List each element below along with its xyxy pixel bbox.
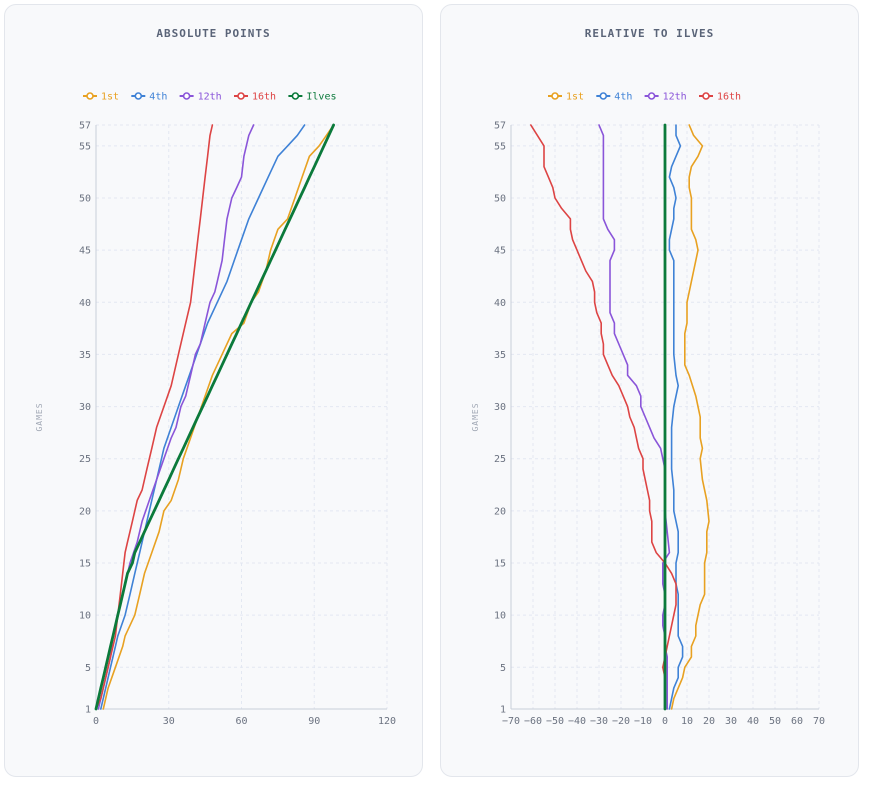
legend-item-16th[interactable]: 16th <box>234 92 276 103</box>
legend-swatch-marker <box>291 92 300 100</box>
x-tick-label: 70 <box>813 716 825 727</box>
y-tick-label: 10 <box>79 611 91 622</box>
grid <box>95 124 388 710</box>
x-tick-label: −50 <box>546 716 564 727</box>
legend-label: Ilves <box>306 92 336 103</box>
legend-item-1st[interactable]: 1st <box>83 92 119 103</box>
series-line-4th <box>668 124 684 710</box>
x-tick-label: 90 <box>308 716 320 727</box>
series-line-1st <box>102 124 335 710</box>
x-tick-label: −70 <box>502 716 520 727</box>
y-tick-label: 40 <box>79 298 91 309</box>
x-tick-label: 40 <box>747 716 759 727</box>
y-tick-label: 30 <box>79 402 91 413</box>
x-tick-label: 30 <box>725 716 737 727</box>
legend-label: 1st <box>101 92 119 103</box>
series-line-16th <box>95 124 214 710</box>
legend-item-ilves[interactable]: Ilves <box>288 92 337 103</box>
y-tick-label: 57 <box>494 121 506 132</box>
legend-label: 4th <box>614 92 632 103</box>
relative-to-ilves-panel: RELATIVE TO ILVES −70 −60 −50 −40 −30 −20 −10 0… <box>440 4 859 777</box>
y-tick-label: 25 <box>494 454 506 465</box>
x-tick-label: 0 <box>662 716 668 727</box>
y-tick-label: 20 <box>79 506 91 517</box>
y-tick-label: 45 <box>79 246 91 257</box>
x-tick-label: 60 <box>791 716 803 727</box>
y-tick-label: 10 <box>494 611 506 622</box>
series-line-4th <box>100 124 306 710</box>
legend-label: 16th <box>252 92 276 103</box>
y-tick-label: 55 <box>494 141 506 152</box>
relative-to-ilves-chart: −70 −60 −50 −40 −30 −20 −10 0 10 20 30 40 50 60 701510… <box>471 92 825 728</box>
series-line-12th <box>97 124 255 710</box>
x-tick-label: 50 <box>769 716 781 727</box>
chart-title: RELATIVE TO ILVES <box>584 27 715 40</box>
series-line-1st <box>670 124 710 710</box>
x-tick-label: −40 <box>568 716 586 727</box>
x-tick-label: 120 <box>378 716 396 727</box>
x-tick-label: 10 <box>681 716 693 727</box>
y-tick-label: 5 <box>85 663 91 674</box>
x-tick-label: −10 <box>634 716 652 727</box>
absolute-points-chart: 0 30 60 90 120151015202530354045505557GAMES1… <box>35 92 396 728</box>
y-tick-label: 30 <box>494 402 506 413</box>
chart-title: ABSOLUTE POINTS <box>156 27 271 40</box>
x-tick-label: −60 <box>524 716 542 727</box>
legend-swatch-marker <box>237 92 245 100</box>
absolute-points-panel: ABSOLUTE POINTS 0 30 60 90 120 1 5 10 15 20 25 30 35… <box>4 4 423 777</box>
y-tick-label: 45 <box>494 246 506 257</box>
y-axis-label: GAMES <box>471 402 480 431</box>
legend-swatch-marker <box>647 92 656 100</box>
series-line-12th <box>598 124 671 710</box>
legend-item-12th[interactable]: 12th <box>644 92 687 103</box>
legend-swatch-marker <box>182 92 191 100</box>
y-tick-label: 35 <box>79 350 91 361</box>
legend-swatch-marker <box>86 92 94 100</box>
y-tick-label: 25 <box>79 454 91 465</box>
x-tick-label: 30 <box>163 716 175 727</box>
legend-swatch-marker <box>599 92 608 100</box>
y-tick-label: 15 <box>494 559 506 570</box>
x-tick-label: 60 <box>235 716 247 727</box>
legend-item-16th[interactable]: 16th <box>699 92 741 103</box>
legend-swatch-marker <box>551 92 559 100</box>
y-tick-label: 55 <box>79 141 91 152</box>
legend-label: 1st <box>566 92 584 103</box>
x-tick-label: −30 <box>590 716 608 727</box>
series-line-16th <box>530 124 677 710</box>
legend-label: 12th <box>198 92 222 103</box>
y-axis-label: GAMES <box>35 402 44 431</box>
y-tick-label: 20 <box>494 506 506 517</box>
legend-label: 4th <box>149 92 167 103</box>
legend-item-12th[interactable]: 12th <box>179 92 222 103</box>
y-tick-label: 1 <box>500 705 506 716</box>
series-line-ilves <box>94 123 335 711</box>
legend-label: 16th <box>717 92 741 103</box>
y-tick-label: 50 <box>79 194 91 205</box>
x-tick-label: −20 <box>612 716 630 727</box>
legend-item-4th[interactable]: 4th <box>131 92 167 103</box>
legend-label: 12th <box>663 92 687 103</box>
legend-item-1st[interactable]: 1st <box>548 92 584 103</box>
y-tick-label: 40 <box>494 298 506 309</box>
y-tick-label: 1 <box>85 705 91 716</box>
y-tick-label: 57 <box>79 121 91 132</box>
legend-swatch-marker <box>134 92 143 100</box>
y-tick-label: 15 <box>79 559 91 570</box>
y-tick-label: 35 <box>494 350 506 361</box>
x-tick-label: 0 <box>93 716 99 727</box>
legend-item-4th[interactable]: 4th <box>596 92 632 103</box>
y-tick-label: 50 <box>494 194 506 205</box>
legend-swatch-marker <box>702 92 710 100</box>
x-tick-label: 20 <box>703 716 715 727</box>
y-tick-label: 5 <box>500 663 506 674</box>
